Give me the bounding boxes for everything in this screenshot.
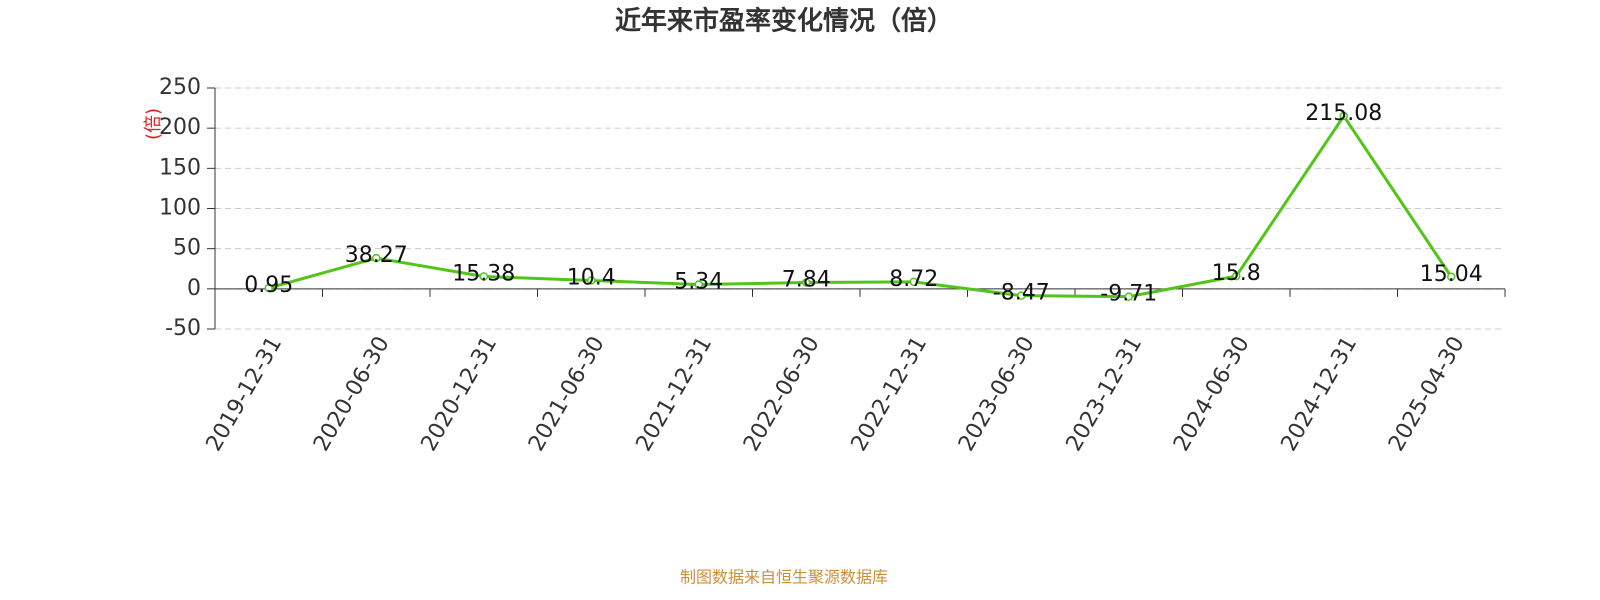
x-tick-label: 2021-12-31 — [632, 332, 718, 455]
data-label: -8.47 — [993, 281, 1050, 306]
y-axis-label: (倍) — [143, 108, 164, 140]
y-tick-label: 250 — [159, 75, 201, 100]
source-note: 制图数据来自恒生聚源数据库 — [680, 568, 888, 587]
data-label: 5.34 — [674, 270, 723, 295]
data-label: 15.8 — [1212, 261, 1261, 286]
point — [1124, 292, 1133, 301]
point — [1339, 111, 1348, 121]
point — [1447, 272, 1456, 282]
point — [802, 278, 811, 287]
y-tick-label: 150 — [159, 155, 201, 180]
y-tick-label: 100 — [159, 196, 201, 221]
data-label: 15.04 — [1420, 262, 1483, 287]
x-tick-label: 2019-12-31 — [202, 332, 288, 455]
point — [479, 272, 488, 281]
y-tick-label: -50 — [165, 316, 201, 341]
data-label: 38.27 — [345, 243, 408, 268]
x-tick-label: 2020-06-30 — [309, 332, 395, 455]
point — [909, 277, 918, 287]
point — [1232, 271, 1241, 281]
x-tick-label: 2022-12-31 — [847, 332, 933, 455]
chart-title: 近年来市盈率变化情况（倍） — [615, 6, 953, 37]
point — [694, 280, 703, 289]
point — [264, 283, 273, 293]
data-label: 215.08 — [1305, 101, 1382, 126]
x-tick-label: 2022-06-30 — [739, 332, 825, 455]
x-tick-label: 2021-06-30 — [524, 332, 610, 455]
x-tick-label: 2024-12-31 — [1277, 332, 1363, 455]
data-label: 15.38 — [452, 261, 515, 286]
x-tick-label: 2025-04-30 — [1384, 332, 1470, 455]
x-tick-label: 2023-06-30 — [954, 332, 1040, 455]
y-tick-label: 0 — [187, 276, 201, 301]
data-label: 7.84 — [782, 268, 831, 293]
line — [268, 113, 1453, 299]
point — [1017, 291, 1026, 300]
data-label: 10.4 — [567, 265, 616, 290]
point — [587, 276, 596, 285]
y-tick-label: 50 — [173, 236, 201, 261]
y-tick-label: 200 — [159, 115, 201, 140]
x-tick-label: 2024-06-30 — [1169, 332, 1255, 455]
x-tick-label: 2020-12-31 — [417, 332, 503, 455]
data-label: -9.71 — [1100, 282, 1157, 307]
x-tick-label: 2023-12-31 — [1062, 332, 1148, 455]
point — [372, 253, 381, 263]
data-label: 8.72 — [889, 267, 938, 292]
data-label: 0.95 — [244, 273, 293, 298]
